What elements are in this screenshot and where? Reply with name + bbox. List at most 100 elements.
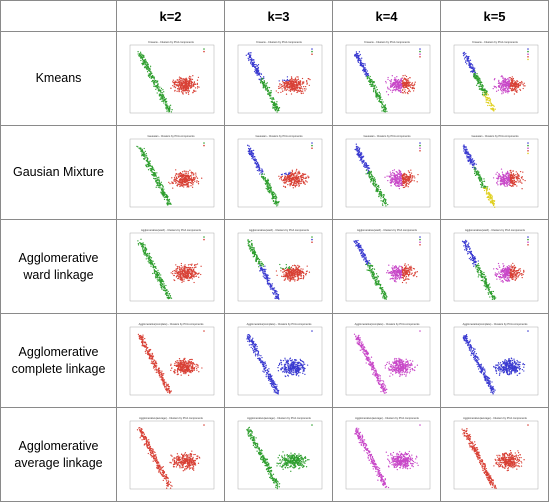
scatter-point bbox=[159, 273, 161, 276]
scatter-point bbox=[301, 180, 304, 182]
scatter-point bbox=[363, 162, 365, 164]
scatter-point bbox=[487, 192, 490, 194]
scatter-point bbox=[356, 52, 359, 54]
scatter-point bbox=[391, 74, 393, 76]
scatter-point bbox=[307, 176, 309, 178]
scatter-point bbox=[360, 158, 362, 161]
scatter-point bbox=[510, 83, 512, 86]
scatter-point bbox=[158, 182, 160, 185]
scatter-point bbox=[490, 194, 492, 196]
scatter-point bbox=[248, 149, 250, 151]
scatter-point bbox=[506, 87, 508, 89]
scatter-point bbox=[368, 176, 370, 179]
scatter-point bbox=[301, 87, 303, 90]
scatter-point bbox=[404, 81, 406, 83]
scatter-point bbox=[179, 182, 181, 185]
scatter-point bbox=[152, 177, 154, 179]
scatter-point bbox=[170, 271, 172, 274]
scatter-point bbox=[146, 160, 148, 162]
scatter-point bbox=[475, 171, 478, 173]
scatter-point bbox=[378, 91, 380, 93]
scatter-point bbox=[165, 102, 168, 105]
scatter-point bbox=[267, 179, 269, 181]
scatter-point bbox=[500, 86, 503, 88]
scatter-point bbox=[189, 178, 192, 180]
scatter-point bbox=[175, 179, 177, 181]
scatter-point bbox=[255, 69, 257, 71]
scatter-point bbox=[496, 183, 499, 185]
scatter-point bbox=[285, 173, 287, 175]
scatter-point bbox=[155, 181, 158, 183]
scatter-point bbox=[266, 188, 268, 190]
scatter-point bbox=[147, 261, 150, 263]
scatter-point bbox=[508, 79, 510, 82]
scatter-point bbox=[161, 193, 164, 195]
scatter-point bbox=[144, 156, 146, 159]
scatter-point bbox=[161, 94, 163, 96]
scatter-point bbox=[182, 180, 184, 182]
scatter-point bbox=[489, 195, 491, 198]
scatter-point bbox=[189, 184, 192, 186]
scatter-point bbox=[505, 83, 508, 85]
scatter-point bbox=[500, 92, 503, 94]
scatter-point bbox=[405, 80, 407, 82]
scatter-point bbox=[197, 276, 199, 278]
scatter-point bbox=[407, 185, 409, 187]
scatter-point bbox=[366, 171, 368, 174]
scatter-point bbox=[384, 201, 387, 203]
scatter-point bbox=[192, 172, 194, 175]
scatter-point bbox=[188, 80, 190, 82]
scatter-point bbox=[511, 173, 514, 176]
scatter-point bbox=[515, 84, 517, 86]
scatter-point bbox=[408, 173, 411, 175]
scatter-point bbox=[259, 77, 262, 79]
scatter-point bbox=[254, 161, 256, 163]
scatter-point bbox=[193, 263, 195, 265]
scatter-point bbox=[153, 77, 155, 80]
scatter-point bbox=[197, 272, 199, 274]
scatter-point bbox=[367, 167, 369, 169]
scatter-point bbox=[516, 173, 518, 175]
scatter-point bbox=[295, 169, 297, 172]
scatter-point bbox=[466, 151, 468, 154]
scatter-point bbox=[491, 199, 493, 202]
scatter-point bbox=[161, 88, 164, 90]
scatter-point bbox=[470, 159, 473, 161]
scatter-point bbox=[285, 80, 287, 82]
scatter-point bbox=[506, 179, 508, 181]
scatter-point bbox=[502, 85, 504, 87]
scatter-point bbox=[465, 147, 467, 150]
scatter-point bbox=[355, 145, 357, 147]
scatter-point bbox=[288, 172, 290, 174]
scatter-point bbox=[297, 89, 300, 92]
scatter-point bbox=[191, 183, 193, 185]
scatter-point bbox=[166, 203, 168, 206]
scatter-point bbox=[379, 96, 381, 99]
scatter-point bbox=[158, 181, 160, 184]
scatter-point bbox=[158, 98, 161, 100]
scatter-point bbox=[148, 259, 151, 262]
scatter-point bbox=[356, 147, 358, 149]
scatter-point bbox=[277, 91, 279, 93]
scatter-point bbox=[184, 180, 186, 182]
scatter-point bbox=[523, 82, 525, 84]
scatter-point bbox=[372, 87, 374, 89]
scatter-point bbox=[360, 57, 362, 59]
scatter-point bbox=[153, 177, 155, 179]
scatter-point bbox=[295, 91, 298, 93]
scatter-point bbox=[501, 82, 503, 84]
scatter-point bbox=[478, 179, 480, 181]
scatter-point bbox=[164, 195, 167, 198]
scatter-point bbox=[157, 271, 159, 273]
scatter-point bbox=[182, 185, 184, 188]
scatter-point bbox=[183, 79, 186, 81]
scatter-point bbox=[384, 80, 386, 82]
scatter-point bbox=[471, 161, 473, 163]
legend-swatch bbox=[202, 144, 205, 146]
scatter-point bbox=[499, 181, 502, 184]
scatter-point bbox=[173, 176, 175, 178]
scatter-point bbox=[162, 99, 164, 101]
scatter-point bbox=[381, 103, 383, 105]
scatter-point bbox=[477, 82, 479, 84]
scatter-point bbox=[394, 89, 396, 91]
